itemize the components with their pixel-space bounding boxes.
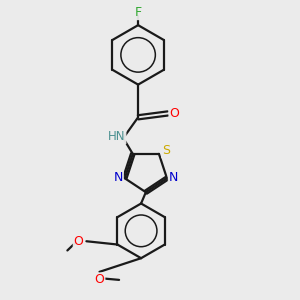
Text: S: S bbox=[162, 144, 170, 158]
Text: N: N bbox=[169, 171, 178, 184]
Text: O: O bbox=[94, 273, 104, 286]
Text: F: F bbox=[134, 6, 142, 19]
Text: O: O bbox=[74, 235, 84, 248]
Text: O: O bbox=[169, 107, 179, 120]
Text: N: N bbox=[113, 171, 123, 184]
Text: HN: HN bbox=[108, 130, 125, 143]
